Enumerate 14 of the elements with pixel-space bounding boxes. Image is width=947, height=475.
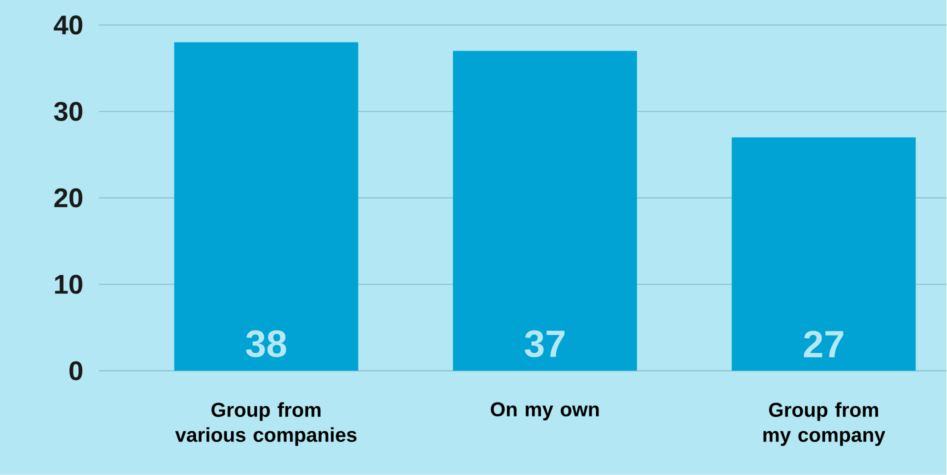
bar <box>452 51 637 371</box>
y-tick-label: 20 <box>54 188 82 208</box>
bar <box>732 138 916 371</box>
y-tick-label: 30 <box>54 102 82 122</box>
x-tick-label: Group from various companies <box>175 402 356 446</box>
x-tick-label: Group from my company <box>763 402 886 446</box>
bar <box>174 42 358 371</box>
y-tick-label: 10 <box>55 274 82 294</box>
data-label: 37 <box>524 330 564 358</box>
x-tick-label: On my own <box>490 402 599 421</box>
y-tick-label: 40 <box>54 16 82 35</box>
data-label: 38 <box>246 330 286 358</box>
y-tick-label: 0 <box>69 361 82 380</box>
data-label: 27 <box>804 330 844 358</box>
